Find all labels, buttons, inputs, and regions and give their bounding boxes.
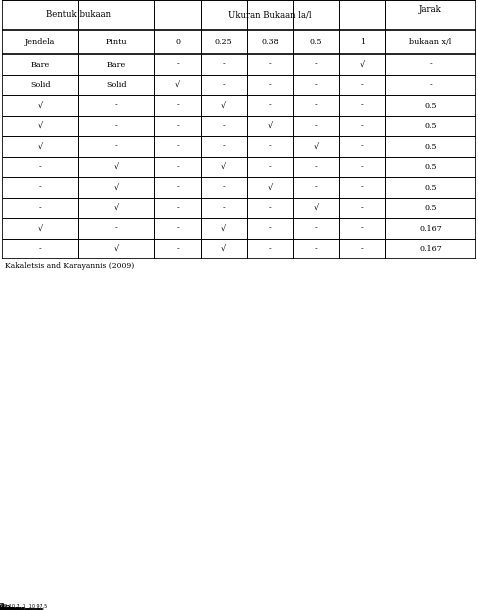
- Text: -: -: [176, 122, 179, 130]
- Text: -: -: [222, 122, 225, 130]
- Text: 0.38: 0.38: [261, 38, 279, 46]
- Text: -: -: [269, 60, 272, 69]
- Text: -: -: [269, 245, 272, 253]
- Text: -: -: [315, 122, 317, 130]
- Text: -: -: [315, 184, 317, 192]
- Text: -: -: [361, 143, 364, 151]
- Text: √: √: [314, 204, 319, 212]
- Text: √: √: [38, 224, 43, 232]
- Text: -: -: [361, 184, 364, 192]
- Text: -: -: [222, 60, 225, 69]
- Text: Jarak: Jarak: [419, 5, 442, 14]
- Text: Solid: Solid: [30, 81, 51, 89]
- Text: -: -: [222, 81, 225, 89]
- Text: -: -: [361, 122, 364, 130]
- Text: -: -: [361, 102, 364, 110]
- Text: -: -: [115, 143, 118, 151]
- Text: Bare: Bare: [107, 60, 126, 69]
- Text: -: -: [269, 81, 272, 89]
- Text: √: √: [114, 163, 119, 171]
- Text: -: -: [176, 143, 179, 151]
- Text: -: -: [269, 102, 272, 110]
- Text: √: √: [114, 245, 119, 253]
- Text: √: √: [314, 143, 319, 151]
- Text: 0.5: 0.5: [424, 184, 437, 192]
- Text: -: -: [361, 163, 364, 171]
- Text: √: √: [38, 122, 43, 130]
- Text: -: -: [222, 204, 225, 212]
- Text: bukaan x/l: bukaan x/l: [410, 38, 452, 46]
- Text: -: -: [315, 81, 317, 89]
- Text: 0.5: 0.5: [424, 204, 437, 212]
- Text: -: -: [115, 102, 118, 110]
- Text: √: √: [175, 81, 180, 89]
- Text: Jendela: Jendela: [25, 38, 55, 46]
- Text: -: -: [269, 224, 272, 232]
- Text: Kakaletsis and Karayannis (2009): Kakaletsis and Karayannis (2009): [5, 262, 134, 270]
- Text: 0.5: 0.5: [424, 163, 437, 171]
- Text: √: √: [221, 245, 227, 253]
- Text: -: -: [315, 224, 317, 232]
- Text: -: -: [269, 204, 272, 212]
- Text: -: -: [361, 224, 364, 232]
- Text: -: -: [176, 245, 179, 253]
- Text: -: -: [39, 204, 42, 212]
- Text: -: -: [269, 143, 272, 151]
- Text: 0.167: 0.167: [419, 245, 442, 253]
- Text: -: -: [315, 245, 317, 253]
- Text: √: √: [221, 102, 227, 110]
- Text: -: -: [176, 224, 179, 232]
- Text: -: -: [429, 60, 432, 69]
- Text: 1: 1: [360, 38, 365, 46]
- Text: -: -: [176, 60, 179, 69]
- Text: 0: 0: [175, 38, 180, 46]
- Text: Pintu: Pintu: [106, 38, 127, 46]
- Text: -: -: [361, 245, 364, 253]
- Text: √: √: [267, 184, 272, 192]
- Text: √: √: [38, 102, 43, 110]
- Text: -: -: [176, 184, 179, 192]
- Text: Bare: Bare: [31, 60, 50, 69]
- Text: -: -: [429, 81, 432, 89]
- Text: √: √: [114, 204, 119, 212]
- Text: -: -: [315, 102, 317, 110]
- Text: 0.5: 0.5: [424, 102, 437, 110]
- Text: 0.25: 0.25: [215, 38, 233, 46]
- Text: -: -: [361, 81, 364, 89]
- Text: 0.167: 0.167: [419, 224, 442, 232]
- Text: -: -: [176, 102, 179, 110]
- Text: -: -: [115, 122, 118, 130]
- Text: -: -: [361, 204, 364, 212]
- Text: √: √: [360, 60, 365, 69]
- Text: Solid: Solid: [106, 81, 127, 89]
- Text: -: -: [39, 184, 42, 192]
- Text: √: √: [221, 224, 227, 232]
- Text: -: -: [222, 184, 225, 192]
- Text: Bentuk bukaan: Bentuk bukaan: [46, 10, 111, 20]
- Text: -: -: [39, 163, 42, 171]
- Text: -: -: [39, 245, 42, 253]
- Text: -: -: [315, 60, 317, 69]
- Text: -: -: [269, 163, 272, 171]
- Text: -: -: [115, 224, 118, 232]
- Text: √: √: [221, 163, 227, 171]
- Text: √: √: [114, 184, 119, 192]
- Text: 0.5: 0.5: [310, 38, 323, 46]
- Text: -: -: [176, 204, 179, 212]
- Text: -: -: [315, 163, 317, 171]
- Text: 0.5: 0.5: [424, 122, 437, 130]
- Text: 0.5: 0.5: [424, 143, 437, 151]
- Text: -: -: [222, 143, 225, 151]
- Text: √: √: [38, 143, 43, 151]
- Text: -: -: [176, 163, 179, 171]
- Text: Ukuran Bukaan la/l: Ukuran Bukaan la/l: [228, 10, 312, 20]
- Text: √: √: [267, 122, 272, 130]
